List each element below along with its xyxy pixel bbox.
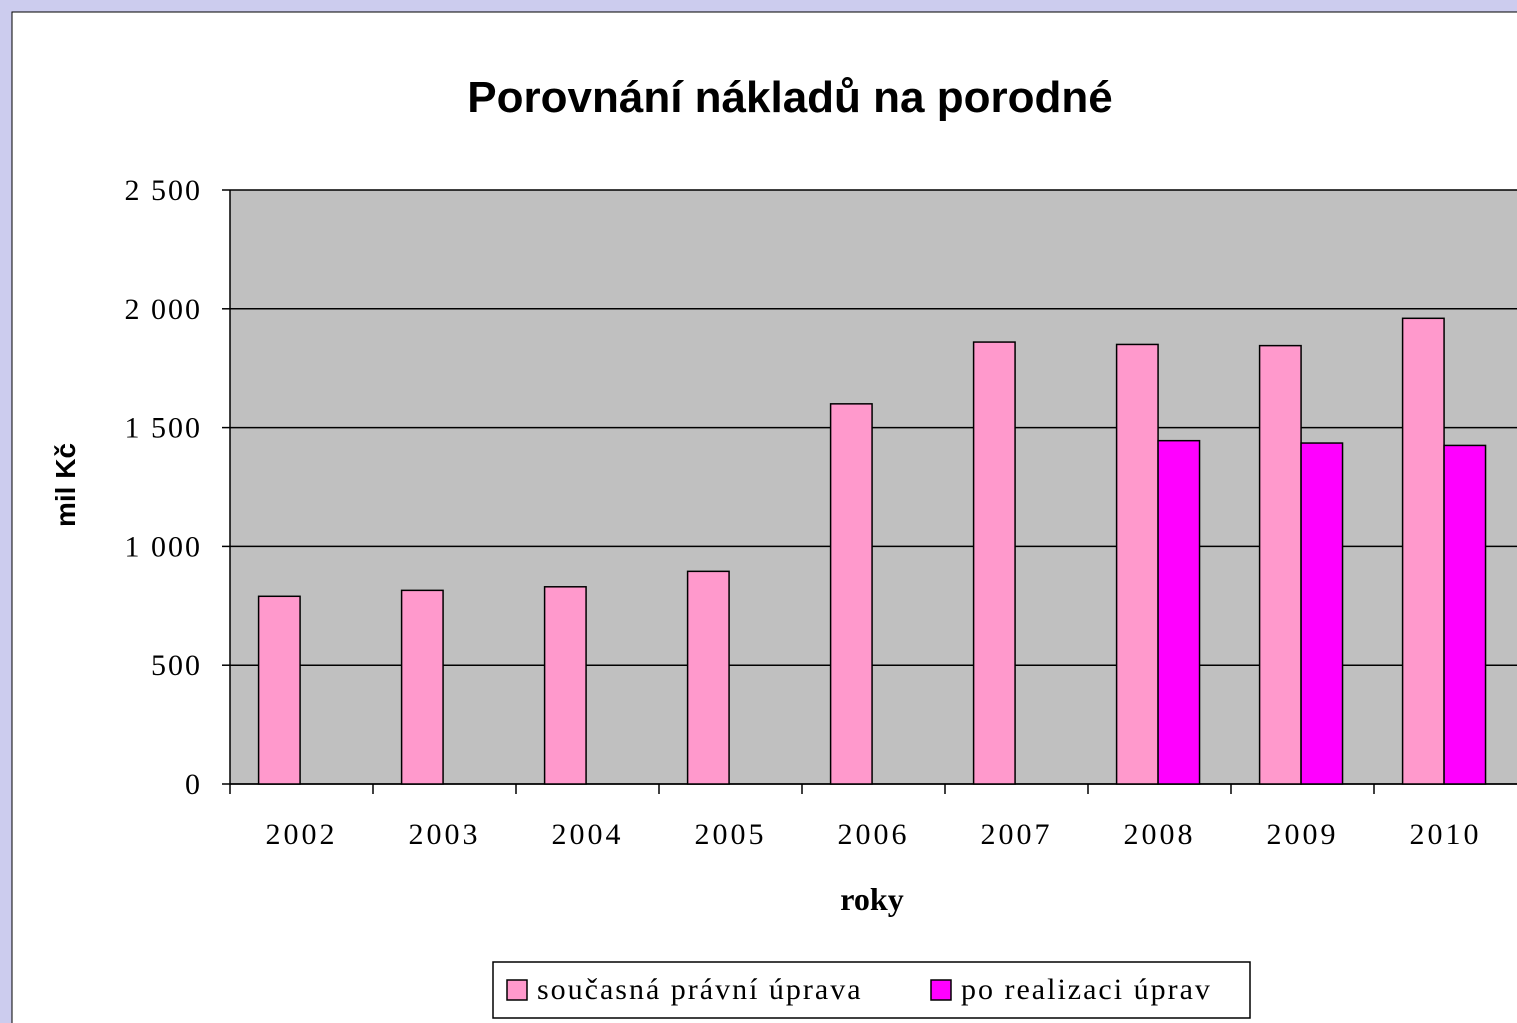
bar: [972, 341, 1016, 785]
x-tick-label: 2002: [266, 818, 338, 851]
x-tick-label: 2007: [981, 818, 1053, 851]
bar: [686, 570, 730, 785]
x-tick-label: 2004: [552, 818, 624, 851]
x-tick-label: 2010: [1410, 818, 1482, 851]
bar: [1258, 344, 1302, 785]
bar: [1115, 343, 1159, 785]
y-tick-label: 1 500: [125, 412, 203, 445]
bar: [543, 586, 587, 785]
bar: [1401, 317, 1445, 785]
x-tick-label: 2008: [1124, 818, 1196, 851]
x-axis-label: roky: [840, 881, 903, 917]
legend: [492, 961, 1251, 1019]
x-tick-label: 2005: [695, 818, 767, 851]
y-tick-label: 2 000: [125, 293, 203, 326]
y-tick-label: 2 500: [125, 174, 203, 207]
bar: [1443, 444, 1487, 785]
y-tick-label: 500: [151, 649, 202, 682]
bar: [1300, 442, 1344, 785]
y-tick-label: 0: [185, 768, 202, 801]
bar: [829, 403, 873, 785]
y-axis-label: mil Kč: [50, 443, 81, 527]
legend-label: současná právní úprava: [537, 973, 863, 1006]
bar: [1157, 439, 1201, 785]
x-tick-label: 2009: [1267, 818, 1339, 851]
x-tick-label: 2006: [838, 818, 910, 851]
y-tick-label: 1 000: [125, 530, 203, 563]
legend-swatch: [506, 979, 528, 1001]
x-tick-label: 2003: [409, 818, 481, 851]
legend-label: po realizaci úprav: [961, 973, 1212, 1006]
legend-swatch: [930, 979, 952, 1001]
bar: [400, 589, 444, 785]
chart-title: Porovnání nákladů na porodné: [467, 73, 1112, 122]
bar: [257, 595, 301, 785]
